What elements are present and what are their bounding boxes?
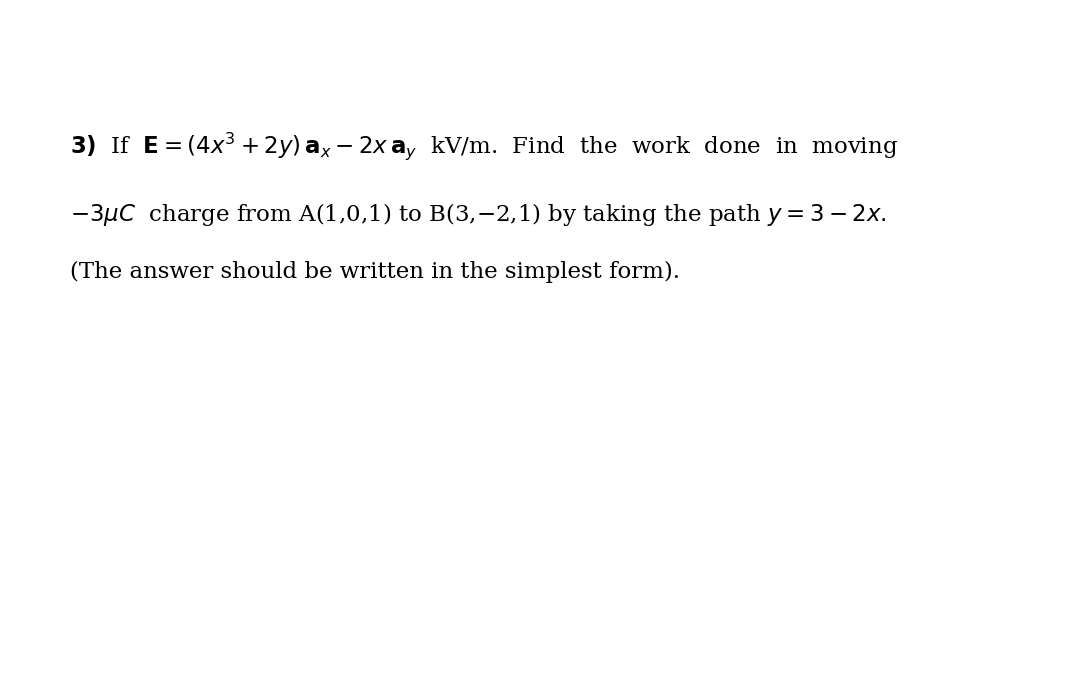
Text: (The answer should be written in the simplest form).: (The answer should be written in the sim…	[70, 261, 680, 283]
Text: $-3\mu C$  charge from A(1,0,1) to B(3,$-$2,1) by taking the path $y = 3 - 2x.$: $-3\mu C$ charge from A(1,0,1) to B(3,$-…	[70, 201, 887, 228]
Text: $\mathbf{3)}$  If  $\mathbf{E} = (4x^3 + 2y)\,\mathbf{a}_x - 2x\,\mathbf{a}_y$  : $\mathbf{3)}$ If $\mathbf{E} = (4x^3 + 2…	[70, 131, 899, 162]
